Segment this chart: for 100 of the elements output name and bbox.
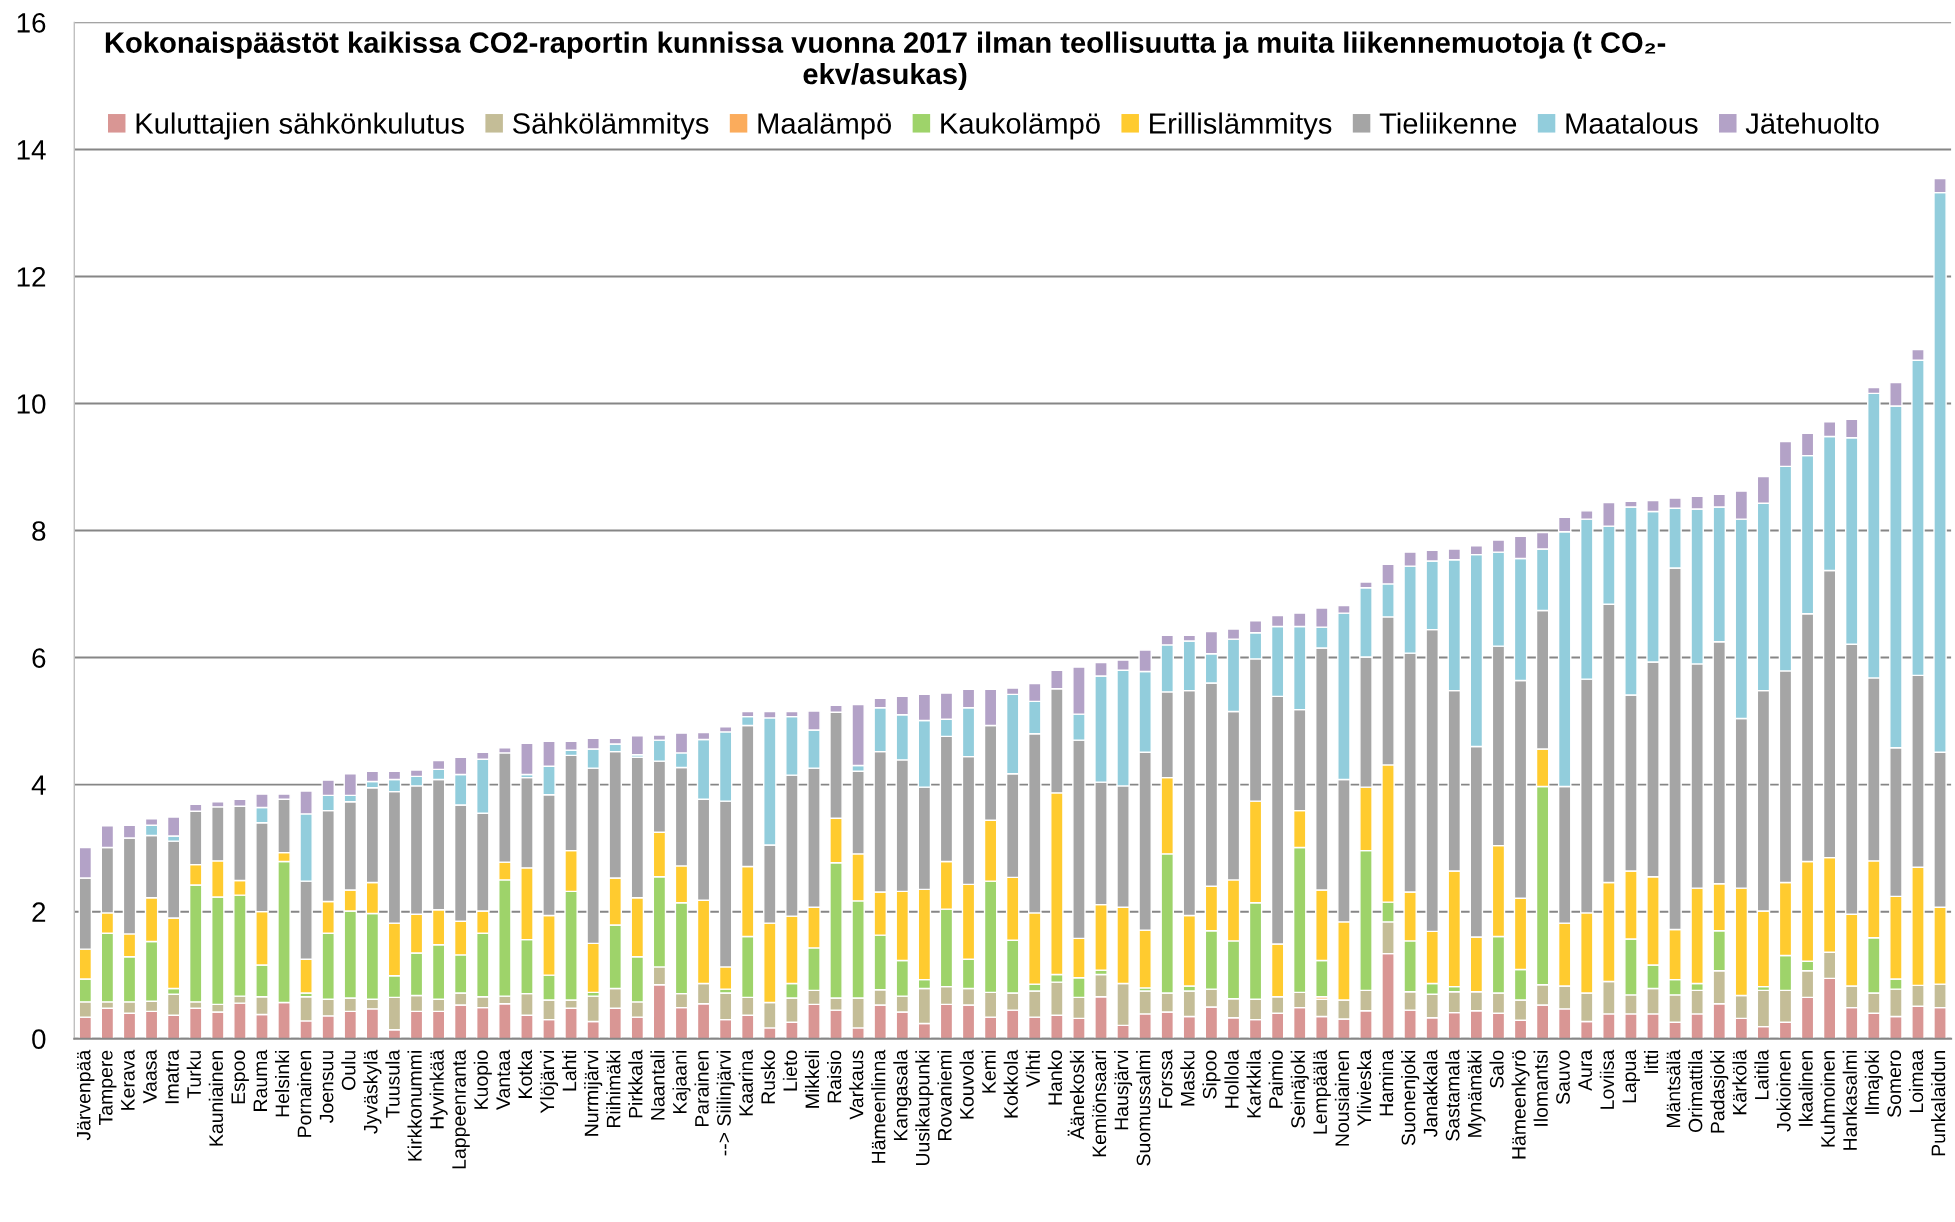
x-tick-label: Äänekoski <box>1067 1051 1085 1140</box>
x-tick-label: Tampere <box>99 1050 117 1126</box>
x-tick-label: Hollola <box>1224 1049 1239 1108</box>
x-tick-label: Laitila <box>1754 1049 1769 1100</box>
x-tick-label: Hausjärvi <box>1114 1051 1133 1130</box>
legend-label: Maalämpö <box>758 112 892 140</box>
x-tick-label: Riihimäki <box>606 1051 621 1128</box>
x-tick-label: Sipoo <box>1202 1050 1221 1099</box>
x-tick-label: Vihti <box>1025 1051 1040 1088</box>
x-tick-label: Iitti <box>1643 1051 1659 1073</box>
x-tick-label: Hanko <box>1047 1050 1063 1105</box>
x-tick-label: Karkkila <box>1246 1049 1261 1118</box>
x-tick-label: Kotka <box>517 1049 533 1098</box>
x-tick-label: Punkalaidun <box>1930 1051 1946 1156</box>
x-tick-label: Hankasalmi <box>1842 1051 1857 1150</box>
y-tick-label: 0 <box>32 1029 46 1050</box>
x-tick-label: Oulu <box>341 1051 356 1090</box>
x-tick-label: Seinäjoki <box>1290 1051 1309 1128</box>
legend-label: Tieliikenne <box>1379 112 1517 134</box>
legend-label: Kaukolämpö <box>941 112 1100 140</box>
x-tick-label: Vaasa <box>143 1049 157 1104</box>
x-tick-label: Uusikaupunki <box>915 1051 934 1166</box>
x-tick-label: Kuhmoinen <box>1820 1051 1835 1147</box>
x-tick-label: Mäntsälä <box>1666 1049 1681 1128</box>
x-tick-label: Ikaalinen <box>1798 1051 1813 1126</box>
y-tick-label: 8 <box>32 521 46 541</box>
bar <box>520 742 534 776</box>
x-tick-label: Mynämäki <box>1467 1051 1486 1137</box>
x-tick-label: Hamina <box>1378 1049 1394 1116</box>
y-tick-label: 10 <box>17 394 46 414</box>
x-tick-label: Turku <box>186 1051 201 1099</box>
x-tick-label: Lapua <box>1622 1049 1640 1103</box>
x-tick-label: Nousiainen <box>1334 1051 1350 1146</box>
x-tick-label: Kemiönsaari <box>1091 1051 1107 1157</box>
legend-label: Kuluttajien sähkönkulutus <box>136 112 464 140</box>
x-tick-label: Kärkölä <box>1732 1049 1747 1115</box>
x-tick-label: --> Siilinjärvi <box>716 1051 735 1156</box>
x-tick-label: Kajaani <box>672 1051 691 1114</box>
x-tick-label: Rovaniemi <box>937 1051 952 1141</box>
x-tick-label: Lieto <box>782 1050 798 1091</box>
x-tick-label: Sastamala <box>1445 1049 1460 1141</box>
x-tick-label: Ylivieska <box>1356 1049 1372 1127</box>
x-tick-label: Joensuu <box>319 1051 334 1124</box>
x-tick-label: Kerava <box>121 1049 135 1110</box>
legend-label: Jätehuolto <box>1745 112 1879 134</box>
bar <box>630 735 645 756</box>
x-tick-label: Orimattila <box>1688 1049 1703 1133</box>
x-tick-label: Ilmajoki <box>1864 1051 1883 1114</box>
x-tick-label: Loimaa <box>1908 1049 1924 1112</box>
x-tick-label: Sauvo <box>1556 1050 1570 1105</box>
x-tick-label: Paimio <box>1268 1050 1283 1108</box>
x-tick-label: Jyväskylä <box>363 1049 382 1134</box>
legend-label: Erillislämmitys <box>1150 112 1332 140</box>
bar <box>188 1007 203 1039</box>
y-tick-label: 6 <box>32 648 46 668</box>
y-tick-label: 4 <box>31 775 46 795</box>
x-tick-label: Tuusula <box>385 1049 400 1118</box>
x-tick-label: Kuopio <box>473 1050 492 1109</box>
x-tick-label: Kangasala <box>893 1049 912 1141</box>
x-tick-label: Padasjoki <box>1710 1051 1729 1133</box>
x-tick-label: Kemi <box>981 1051 996 1093</box>
x-tick-label: Kirkkonummi <box>407 1051 422 1161</box>
x-tick-label: Mikkeli <box>804 1051 820 1108</box>
x-tick-label: Kokkola <box>1003 1049 1018 1118</box>
x-tick-label: Nurmijärvi <box>584 1051 603 1136</box>
x-tick-label: Ilomantsi <box>1533 1051 1548 1126</box>
x-tick-label: Masku <box>1180 1051 1195 1106</box>
x-tick-label: Hämeenkyrö <box>1511 1050 1530 1159</box>
bar <box>100 1007 115 1039</box>
x-tick-label: Raisio <box>826 1050 842 1103</box>
x-tick-label: Varkaus <box>849 1050 864 1120</box>
x-tick-label: Naantali <box>650 1051 665 1120</box>
legend-label: Sähkölämmitys <box>512 112 709 140</box>
x-tick-label: Janakkala <box>1423 1049 1438 1138</box>
text: Kokonaispäästöt kaikissa CO2-raportin kunnissa vuonna 2017 ilman teollisuutta ja muita liikennemuotoja (t CO₂- ekv/asukas) <box>105 31 1666 91</box>
x-tick-label: Suomussalmi <box>1136 1051 1151 1166</box>
x-tick-label: Somero <box>1887 1050 1902 1118</box>
x-tick-label: Rauma <box>253 1049 268 1111</box>
x-tick-label: Kauniainen <box>208 1051 224 1146</box>
x-tick-label: Salo <box>1489 1050 1504 1088</box>
x-tick-label: Hyvinkää <box>429 1049 448 1129</box>
x-tick-label: Vantaa <box>496 1049 511 1110</box>
x-tick-label: Lahti <box>562 1051 577 1091</box>
x-tick-label: Pirkkala <box>628 1049 643 1118</box>
x-tick-label: Pornainen <box>297 1051 312 1137</box>
x-tick-label: Imatra <box>165 1049 179 1104</box>
x-tick-label: Loviisa <box>1599 1049 1615 1109</box>
x-tick-label: Forssa <box>1158 1049 1173 1108</box>
y-tick-label: 2 <box>32 902 46 922</box>
x-tick-label: Lappeenranta <box>452 1049 470 1169</box>
bar <box>564 740 578 752</box>
y-tick-label: 14 <box>17 140 46 160</box>
x-tick-label: Jokioinen <box>1776 1051 1791 1132</box>
x-tick-label: Helsinki <box>274 1051 290 1117</box>
x-tick-label: Espoo <box>231 1050 249 1104</box>
y-tick-label: 16 <box>17 13 46 33</box>
x-tick-label: Hämeenlinna <box>871 1049 886 1163</box>
x-tick-label: Kouvola <box>959 1049 974 1119</box>
x-tick-label: Järvenpää <box>76 1049 95 1141</box>
x-tick-label: Parainen <box>694 1051 709 1127</box>
